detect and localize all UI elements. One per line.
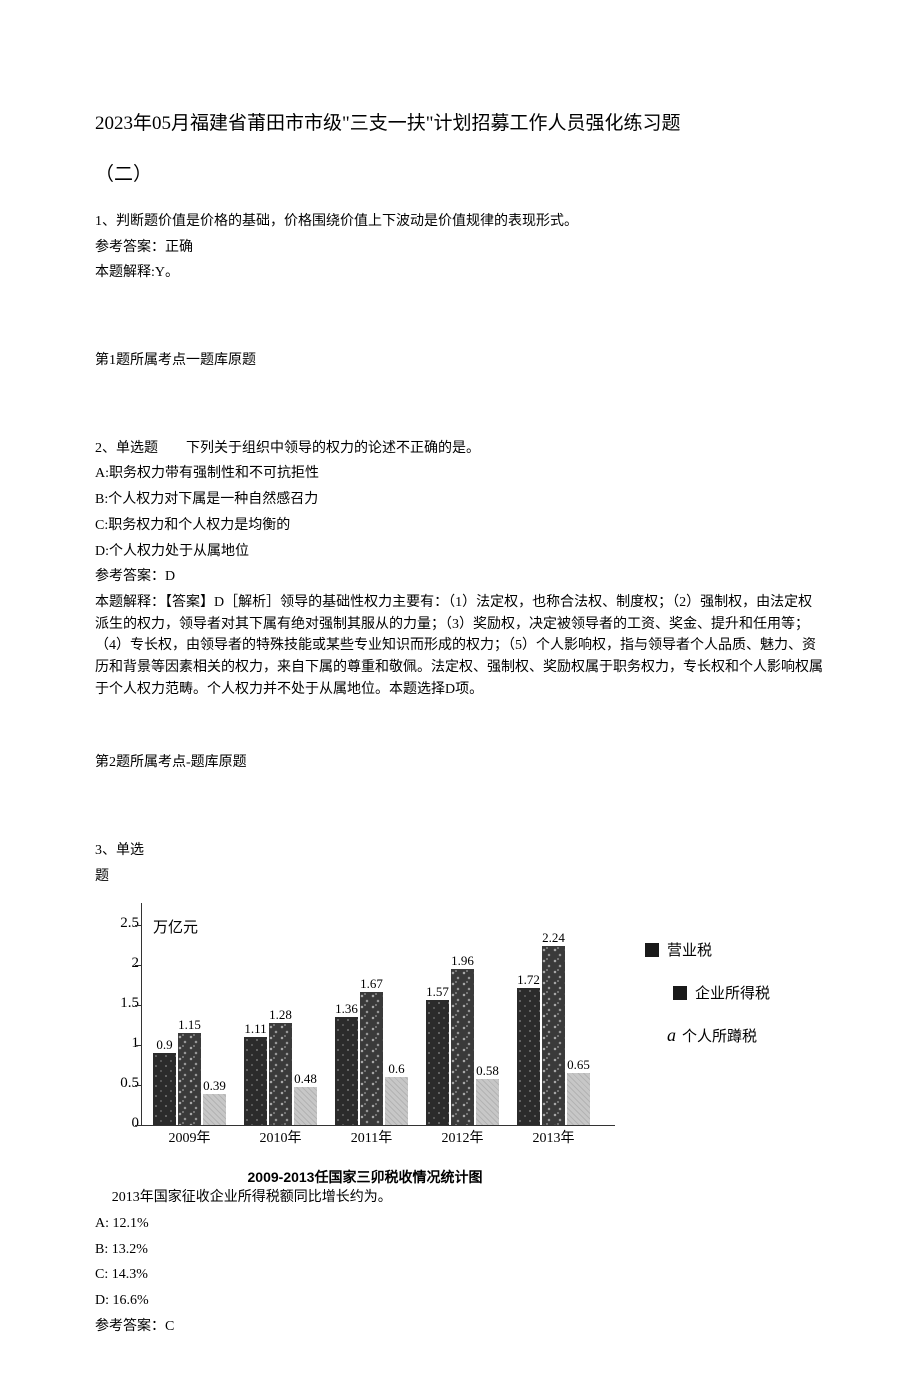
y-tick-mark xyxy=(135,1085,141,1086)
bar xyxy=(153,1053,176,1125)
spacer xyxy=(95,778,825,840)
bar xyxy=(567,1073,590,1125)
y-tick-label: 2 xyxy=(103,955,139,972)
y-tick-mark xyxy=(135,1005,141,1006)
q2-answer: 参考答案：D xyxy=(95,566,825,588)
bar-value-label: 1.28 xyxy=(269,1007,292,1023)
y-tick-label: 0.5 xyxy=(103,1075,139,1092)
bar-value-label: 1.72 xyxy=(517,972,540,988)
legend-item: a 个人所蹲税 xyxy=(667,1025,770,1046)
x-category-label: 2011年 xyxy=(335,1127,408,1147)
bar xyxy=(294,1087,317,1125)
bar xyxy=(426,1000,449,1126)
bar xyxy=(178,1033,201,1125)
bar xyxy=(269,1023,292,1125)
bar xyxy=(244,1037,267,1126)
legend-item: 企业所得税 xyxy=(673,982,770,1003)
page-title-line1: 2023年05月福建省莆田市市级"三支一扶"计划招募工作人员强化练习题 xyxy=(95,110,825,139)
q3-option-c: C: 14.3% xyxy=(95,1264,825,1286)
y-tick-mark xyxy=(135,1125,141,1126)
x-axis xyxy=(141,1125,615,1126)
bar-value-label: 0.39 xyxy=(203,1078,226,1094)
q2-ref: 第2题所属考点-题库原题 xyxy=(95,752,825,774)
legend-swatch xyxy=(645,943,659,957)
bar-value-label: 1.67 xyxy=(360,976,383,992)
q2-stem: 2、单选题 下列关于组织中领导的权力的论述不正确的是。 xyxy=(95,438,825,460)
legend-swatch xyxy=(673,986,687,1000)
bar-value-label: 1.36 xyxy=(335,1001,358,1017)
q2-option-d: D:个人权力处于从属地位 xyxy=(95,541,825,563)
q3-question: 2013年国家征收企业所得税额同比增长约为。 xyxy=(95,1187,825,1209)
y-tick-label: 0 xyxy=(103,1115,139,1132)
legend-label: 营业税 xyxy=(667,939,712,960)
bar-value-label: 1.96 xyxy=(451,953,474,969)
document-page: 2023年05月福建省莆田市市级"三支一扶"计划招募工作人员强化练习题 （二） … xyxy=(0,0,920,1382)
bar-value-label: 2.24 xyxy=(542,930,565,946)
bar xyxy=(203,1094,226,1125)
y-tick-label: 1.5 xyxy=(103,995,139,1012)
bar-chart: 0 0.5 1 1.5 2 2.5 万亿元 0.9 1.15 0.39 2009年 1.111.28 0… xyxy=(95,895,813,1165)
bar xyxy=(335,1017,358,1126)
q1-stem: 1、判断题价值是价格的基础，价格围绕价值上下波动是价值规律的表现形式。 xyxy=(95,211,825,233)
bar-value-label: 1.15 xyxy=(178,1017,201,1033)
bar-value-label: 1.11 xyxy=(244,1021,266,1037)
x-category-label: 2009年 xyxy=(153,1127,226,1147)
x-category-label: 2012年 xyxy=(426,1127,499,1147)
legend-label: 企业所得税 xyxy=(695,982,770,1003)
q2-option-c: C:职务权力和个人权力是均衡的 xyxy=(95,515,825,537)
bar-value-label: 0.9 xyxy=(156,1037,172,1053)
bar-value-label: 0.6 xyxy=(388,1061,404,1077)
q1-ref: 第1题所属考点一题库原题 xyxy=(95,350,825,372)
x-category-label: 2010年 xyxy=(244,1127,317,1147)
q2-option-b: B:个人权力对下属是一种自然感召力 xyxy=(95,489,825,511)
q2-explain: 本题解释：【答案】D［解析］领导的基础性权力主要有：（1）法定权，也称合法权、制… xyxy=(95,592,825,700)
spacer xyxy=(95,376,825,438)
bar xyxy=(517,988,540,1126)
y-tick-label: 1 xyxy=(103,1035,139,1052)
chart-legend: 营业税企业所得税 a 个人所蹲税 xyxy=(645,939,770,1068)
bar xyxy=(542,946,565,1125)
q3-option-a: A: 12.1% xyxy=(95,1213,825,1235)
spacer xyxy=(95,288,825,350)
q3-answer: 参考答案：C xyxy=(95,1316,825,1338)
spacer xyxy=(95,704,825,752)
q3-option-b: B: 13.2% xyxy=(95,1239,825,1261)
y-axis xyxy=(141,903,142,1125)
y-tick-mark xyxy=(135,925,141,926)
legend-item: 营业税 xyxy=(645,939,770,960)
legend-label: 个人所蹲税 xyxy=(682,1025,757,1046)
bar xyxy=(385,1077,408,1125)
bar xyxy=(476,1079,499,1125)
q3-stem-line2: 题 xyxy=(95,866,825,888)
q1-answer: 参考答案：正确 xyxy=(95,237,825,259)
q3-stem-line1: 3、单选 xyxy=(95,840,825,862)
bar xyxy=(360,992,383,1126)
chart-caption: 2009-2013任国家三卯税收情况统计图 xyxy=(155,1167,575,1187)
q1-explain: 本题解释:Y。 xyxy=(95,262,825,284)
legend-swatch-glyph: a xyxy=(667,1025,676,1046)
chart-plot-area: 0 0.5 1 1.5 2 2.5 万亿元 0.9 1.15 0.39 2009年 1.111.28 0… xyxy=(95,895,615,1165)
q2-option-a: A:职务权力带有强制性和不可抗拒性 xyxy=(95,463,825,485)
y-tick-mark xyxy=(135,965,141,966)
bar-value-label: 0.58 xyxy=(476,1063,499,1079)
x-category-label: 2013年 xyxy=(517,1127,590,1147)
bar xyxy=(451,969,474,1126)
page-title-line2: （二） xyxy=(95,161,825,190)
y-tick-mark xyxy=(135,1045,141,1046)
bar-value-label: 0.65 xyxy=(567,1057,590,1073)
y-tick-label: 2.5 xyxy=(103,915,139,932)
bar-value-label: 0.48 xyxy=(294,1071,317,1087)
y-axis-unit: 万亿元 xyxy=(153,916,198,937)
bar-value-label: 1.57 xyxy=(426,984,449,1000)
